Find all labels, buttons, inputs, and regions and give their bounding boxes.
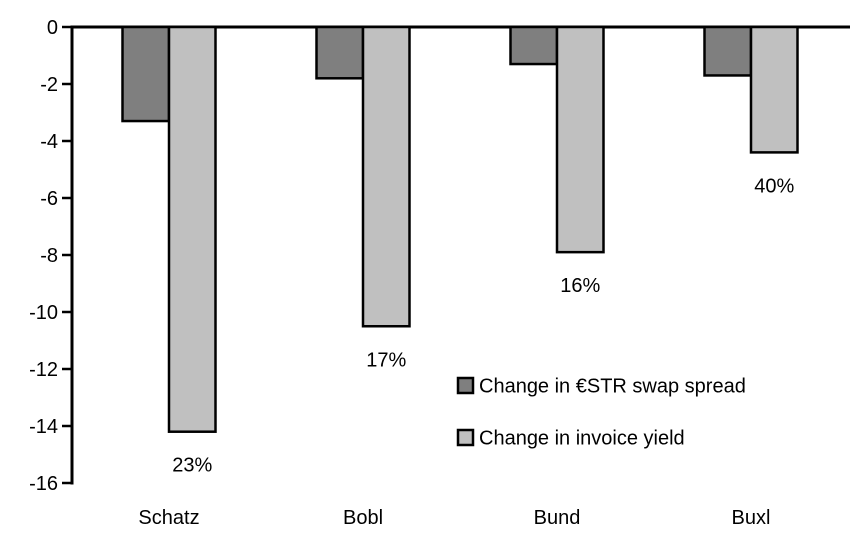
x-category-label-schatz: Schatz	[138, 507, 199, 529]
legend: Change in €STR swap spread Change in invo…	[456, 376, 746, 450]
bar-change-in-invoice-yield-bund	[555, 25, 605, 254]
legend-swatch-change-in-str-swap-spread	[456, 376, 475, 395]
data-label-schatz: 23%	[172, 455, 212, 477]
bars	[121, 25, 799, 433]
bar-change-in-invoice-yield-schatz	[167, 25, 217, 433]
x-category-label-bobl: Bobl	[343, 507, 383, 529]
bar-change-in-invoice-yield-bobl	[361, 25, 411, 328]
x-category-label-bund: Bund	[534, 507, 581, 529]
y-tick-label: -14	[29, 416, 58, 438]
y-tick-label: -2	[40, 74, 58, 96]
bar-change-in-str-swap-spread-bobl	[315, 25, 365, 80]
data-labels: 23% 17% 16% 40%	[172, 175, 794, 476]
category-axis-labels: Schatz Bobl Bund Buxl	[138, 507, 770, 529]
legend-label-change-in-str-swap-spread: Change in €STR swap spread	[479, 376, 746, 398]
bar-change-in-str-swap-spread-buxl	[703, 25, 753, 77]
bar-change-in-str-swap-spread-schatz	[121, 25, 171, 123]
y-tick-label: 0	[47, 17, 58, 39]
x-category-label-buxl: Buxl	[732, 507, 771, 529]
bar-change-in-str-swap-spread-bund	[509, 25, 559, 66]
y-tick-label: -16	[29, 473, 58, 495]
data-label-bobl: 17%	[366, 349, 406, 371]
y-tick-label: -8	[40, 245, 58, 267]
y-tick-label: -4	[40, 131, 58, 153]
data-label-bund: 16%	[560, 275, 600, 297]
legend-swatch-change-in-invoice-yield	[456, 428, 475, 447]
data-label-buxl: 40%	[754, 175, 794, 197]
y-tick-label: -6	[40, 188, 58, 210]
y-tick-label: -12	[29, 359, 58, 381]
y-tick-label: -10	[29, 302, 58, 324]
bar-change-in-invoice-yield-buxl	[749, 25, 799, 154]
legend-label-change-in-invoice-yield: Change in invoice yield	[479, 428, 685, 450]
